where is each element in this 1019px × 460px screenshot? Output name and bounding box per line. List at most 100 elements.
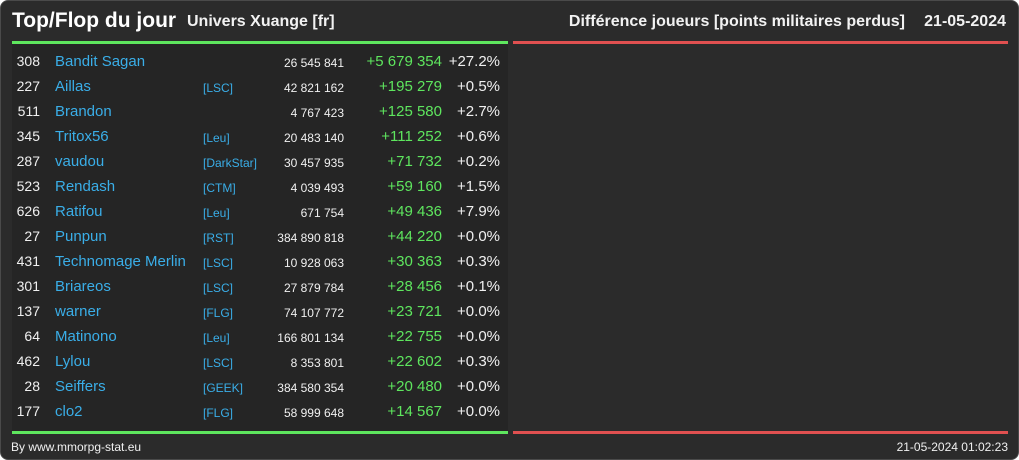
- table-row: 28 Seiffers [GEEK] 384 580 354 +20 480 +0.0%: [12, 374, 508, 399]
- player-rank: 511: [17, 103, 40, 119]
- player-name-link[interactable]: Briareos: [55, 278, 111, 295]
- percent-change: +7.9%: [457, 203, 500, 220]
- player-name-link[interactable]: warner: [55, 303, 101, 320]
- points-difference: +5 679 354: [366, 53, 443, 70]
- player-rank: 28: [24, 378, 40, 394]
- player-points: 384 580 354: [277, 381, 344, 395]
- player-points: 4 039 493: [290, 181, 344, 195]
- player-name-link[interactable]: Punpun: [55, 228, 107, 245]
- player-name-link[interactable]: Lylou: [55, 353, 91, 370]
- table-row: 137 warner [FLG] 74 107 772 +23 721 +0.0%: [12, 299, 508, 324]
- alliance-link[interactable]: [Leu]: [203, 331, 230, 345]
- points-difference: +49 436: [387, 203, 442, 220]
- alliance-link[interactable]: [LSC]: [203, 81, 234, 95]
- player-points: 58 999 648: [283, 406, 344, 420]
- player-points: 4 767 423: [290, 106, 344, 120]
- player-points: 8 353 801: [290, 356, 344, 370]
- player-rank: 137: [16, 303, 40, 319]
- page-title: Top/Flop du jour: [12, 9, 177, 32]
- top-list: 308 Bandit Sagan 26 545 841 +5 679 354 +27.2…: [12, 49, 508, 424]
- player-name-link[interactable]: Matinono: [55, 328, 117, 345]
- player-name-link[interactable]: vaudou: [55, 153, 105, 170]
- table-row: 308 Bandit Sagan 26 545 841 +5 679 354 +27.2…: [12, 49, 508, 74]
- alliance-link[interactable]: [LSC]: [203, 356, 234, 370]
- player-rank: 462: [16, 353, 40, 369]
- points-difference: +14 567: [387, 403, 442, 420]
- player-rank: 345: [16, 128, 40, 144]
- player-name-link[interactable]: Rendash: [55, 178, 116, 195]
- alliance-link[interactable]: [Leu]: [203, 206, 230, 220]
- points-difference: +71 732: [387, 153, 442, 170]
- flop-panel: [513, 44, 1008, 431]
- table-row: 287 vaudou [DarkStar] 30 457 935 +71 732 +0.2…: [12, 149, 508, 174]
- alliance-link[interactable]: [LSC]: [203, 256, 234, 270]
- alliance-link[interactable]: [CTM]: [203, 181, 236, 195]
- table-row: 523 Rendash [CTM] 4 039 493 +59 160 +1.5%: [12, 174, 508, 199]
- player-points: 30 457 935: [283, 156, 344, 170]
- player-name-link[interactable]: Seiffers: [55, 378, 106, 395]
- player-rank: 431: [16, 253, 40, 269]
- percent-change: +0.0%: [457, 303, 500, 320]
- table-row: 511 Brandon 4 767 423 +125 580 +2.7%: [12, 99, 508, 124]
- points-difference: +23 721: [387, 303, 442, 320]
- alliance-link[interactable]: [Leu]: [203, 131, 230, 145]
- metric-label: Différence joueurs [points militaires pe…: [568, 13, 905, 30]
- player-points: 671 754: [300, 206, 344, 220]
- points-difference: +22 755: [387, 328, 442, 345]
- percent-change: +0.2%: [457, 153, 500, 170]
- player-rank: 301: [16, 278, 40, 294]
- points-difference: +30 363: [387, 253, 442, 270]
- alliance-link[interactable]: [DarkStar]: [203, 156, 258, 170]
- table-row: 345 Tritox56 [Leu] 20 483 140 +111 252 +0.6%: [12, 124, 508, 149]
- percent-change: +0.0%: [457, 228, 500, 245]
- player-name-link[interactable]: Tritox56: [55, 128, 109, 145]
- player-name-link[interactable]: Ratifou: [55, 203, 103, 220]
- points-difference: +22 602: [387, 353, 442, 370]
- player-name-link[interactable]: clo2: [55, 403, 83, 420]
- server-name: Univers Xuange [fr]: [187, 13, 335, 30]
- flop-divider: [513, 41, 1008, 44]
- percent-change: +2.7%: [457, 103, 500, 120]
- alliance-link[interactable]: [RST]: [203, 231, 234, 245]
- player-points: 166 801 134: [277, 331, 344, 345]
- points-difference: +28 456: [387, 278, 442, 295]
- timestamp: 21-05-2024 01:02:23: [896, 440, 1008, 454]
- player-points: 42 821 162: [283, 81, 344, 95]
- player-points: 74 107 772: [283, 306, 344, 320]
- player-points: 10 928 063: [283, 256, 344, 270]
- alliance-link[interactable]: [FLG]: [203, 406, 234, 420]
- player-name-link[interactable]: Technomage Merlin: [55, 253, 186, 270]
- percent-change: +27.2%: [448, 53, 500, 70]
- player-name-link[interactable]: Brandon: [55, 103, 112, 120]
- player-name-link[interactable]: Aillas: [55, 78, 91, 95]
- table-row: 462 Lylou [LSC] 8 353 801 +22 602 +0.3%: [12, 349, 508, 374]
- date-label: 21-05-2024: [924, 13, 1006, 30]
- table-row: 301 Briareos [LSC] 27 879 784 +28 456 +0.1%: [12, 274, 508, 299]
- points-difference: +20 480: [387, 378, 442, 395]
- points-difference: +59 160: [387, 178, 442, 195]
- player-rank: 64: [24, 328, 40, 344]
- table-row: 27 Punpun [RST] 384 890 818 +44 220 +0.0%: [12, 224, 508, 249]
- percent-change: +0.0%: [457, 328, 500, 345]
- points-difference: +111 252: [381, 128, 442, 145]
- player-name-link[interactable]: Bandit Sagan: [55, 53, 146, 70]
- alliance-link[interactable]: [LSC]: [203, 281, 234, 295]
- table-row: 227 Aillas [LSC] 42 821 162 +195 279 +0.5%: [12, 74, 508, 99]
- player-points: 27 879 784: [283, 281, 344, 295]
- player-rank: 227: [16, 78, 40, 94]
- percent-change: +0.5%: [457, 78, 500, 95]
- player-rank: 177: [16, 403, 40, 419]
- player-rank: 308: [16, 53, 40, 69]
- points-difference: +195 279: [379, 78, 442, 95]
- player-rank: 27: [24, 228, 40, 244]
- table-row: 626 Ratifou [Leu] 671 754 +49 436 +7.9%: [12, 199, 508, 224]
- top-panel: 308 Bandit Sagan 26 545 841 +5 679 354 +27.2…: [12, 44, 508, 431]
- points-difference: +44 220: [387, 228, 442, 245]
- percent-change: +1.5%: [457, 178, 500, 195]
- percent-change: +0.0%: [457, 403, 500, 420]
- player-rank: 626: [16, 203, 40, 219]
- alliance-link[interactable]: [FLG]: [203, 306, 234, 320]
- credit-link[interactable]: By www.mmorpg-stat.eu: [11, 440, 142, 454]
- alliance-link[interactable]: [GEEK]: [203, 381, 244, 395]
